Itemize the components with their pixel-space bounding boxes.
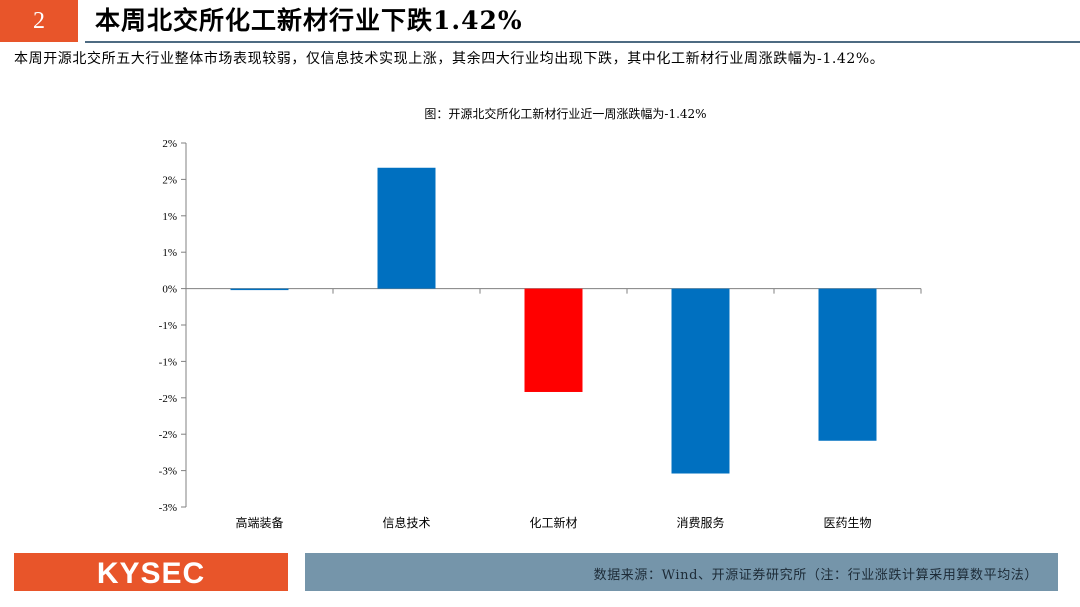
- x-tick-label: 消费服务: [676, 515, 724, 530]
- data-source-note: 数据来源：Wind、开源证券研究所（注：行业涨跌计算采用算数平均法）: [593, 568, 1038, 583]
- bar: [230, 288, 289, 291]
- slide-number: 2: [0, 0, 78, 42]
- y-tick-label: 2%: [162, 138, 177, 150]
- chart-title: 图：开源北交所化工新材行业近一周涨跌幅为-1.42%: [424, 106, 706, 121]
- bar: [377, 167, 436, 289]
- y-tick-label: 1%: [162, 211, 177, 223]
- y-tick-label: 0%: [162, 284, 177, 296]
- y-tick-label: -1%: [159, 356, 177, 368]
- y-tick-label: 2%: [162, 174, 177, 186]
- title-divider: [85, 41, 1080, 43]
- page-title: 本周北交所化工新材行业下跌1.42%: [95, 6, 523, 35]
- x-tick-label: 高端装备: [235, 515, 283, 530]
- y-tick-label: -3%: [159, 502, 177, 514]
- x-tick-label: 信息技术: [382, 515, 430, 530]
- source-band: 数据来源：Wind、开源证券研究所（注：行业涨跌计算采用算数平均法）: [305, 553, 1058, 591]
- logo-text: KYSEC: [97, 557, 205, 590]
- y-tick-label: -2%: [159, 393, 177, 405]
- x-tick-label: 化工新材: [529, 515, 577, 530]
- y-tick-label: -2%: [159, 429, 177, 441]
- bar: [524, 288, 583, 392]
- summary-text: 本周开源北交所五大行业整体市场表现较弱，仅信息技术实现上涨，其余四大行业均出现下…: [14, 51, 885, 67]
- x-tick-label: 医药生物: [823, 516, 871, 530]
- kysec-logo: KYSEC: [14, 553, 288, 591]
- bar: [818, 288, 877, 441]
- y-tick-label: 1%: [162, 247, 177, 259]
- bar: [671, 288, 730, 474]
- y-tick-label: -1%: [159, 320, 177, 332]
- y-tick-label: -3%: [159, 466, 177, 478]
